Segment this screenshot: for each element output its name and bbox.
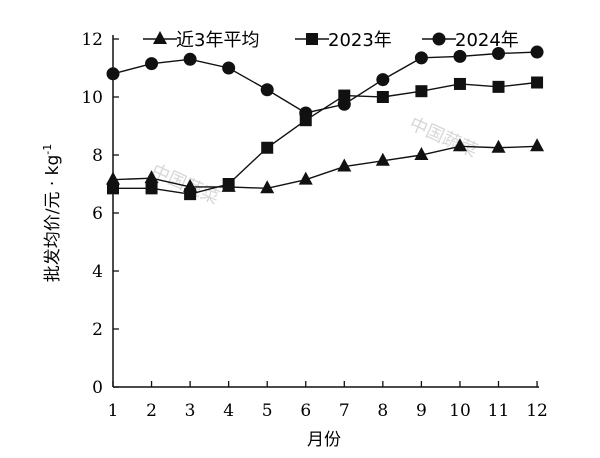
data-point	[261, 141, 274, 154]
data-point	[453, 77, 466, 90]
series-line	[112, 51, 538, 114]
data-point	[531, 76, 544, 89]
data-point	[107, 182, 119, 195]
y-axis-label-text: 批发均价/元 · kg	[43, 155, 63, 283]
legend-item-3: 2024年	[422, 30, 519, 51]
y-tick-label: 10	[81, 88, 103, 108]
data-point	[222, 61, 236, 75]
data-point	[375, 152, 390, 166]
data-point	[145, 57, 159, 71]
x-tick-label: 8	[377, 401, 388, 421]
data-point	[145, 182, 158, 195]
data-point	[530, 45, 544, 59]
data-point	[376, 73, 390, 87]
y-axis-label-superscript: -1	[41, 144, 54, 155]
data-point	[298, 171, 313, 185]
x-tick-label: 7	[339, 401, 350, 421]
data-point	[415, 85, 428, 98]
x-tick-label: 9	[416, 401, 427, 421]
x-axis-label: 月份	[307, 430, 341, 450]
data-point	[222, 178, 235, 190]
y-tick-label: 12	[81, 30, 103, 50]
data-point	[337, 158, 352, 172]
data-point	[414, 51, 428, 65]
series-2	[107, 76, 544, 201]
data-point	[453, 49, 467, 63]
data-point	[491, 139, 506, 153]
x-tick-label: 10	[449, 401, 471, 421]
watermark-1: 中国蔬菜	[148, 160, 222, 208]
data-point	[492, 47, 505, 60]
y-tick-label: 0	[92, 378, 103, 398]
watermark-2: 中国蔬菜	[406, 113, 480, 161]
x-tick-label: 4	[223, 401, 234, 421]
x-tick-label: 5	[262, 401, 273, 421]
y-tick-label: 8	[92, 146, 103, 166]
series-line	[112, 145, 538, 190]
legend-marker	[432, 32, 446, 46]
series-3	[106, 45, 544, 120]
x-tick-label: 6	[300, 401, 311, 421]
data-point	[184, 188, 197, 201]
legend: 近3年平均 2023年 2024年	[143, 30, 519, 51]
x-tick-label: 1	[108, 401, 119, 421]
x-tick-label: 11	[488, 401, 510, 421]
data-point	[376, 91, 389, 103]
series-layer	[106, 45, 545, 201]
x-tick-label: 12	[526, 401, 548, 421]
x-tick-label: 3	[185, 401, 196, 421]
data-point	[144, 170, 159, 184]
watermark-layer: 中国蔬菜 中国蔬菜	[148, 113, 480, 208]
data-point	[452, 138, 467, 152]
legend-label: 2023年	[328, 30, 392, 51]
data-point	[106, 67, 120, 81]
legend-label: 2024年	[455, 30, 519, 51]
legend-marker	[153, 30, 167, 44]
data-point	[414, 146, 429, 160]
data-point	[106, 171, 120, 185]
data-point	[183, 52, 197, 66]
data-point	[492, 80, 505, 93]
data-point	[260, 83, 274, 97]
legend-marker	[306, 33, 318, 45]
x-tick-label: 2	[146, 401, 157, 421]
legend-item-2: 2023年	[295, 30, 392, 51]
legend-label: 近3年平均	[176, 30, 259, 51]
data-point	[337, 97, 351, 111]
y-tick-label: 2	[92, 320, 103, 340]
data-point	[530, 138, 545, 152]
data-point	[299, 106, 313, 120]
data-point	[260, 180, 275, 194]
y-tick-label: 4	[92, 262, 103, 282]
legend-item-1: 近3年平均	[143, 30, 259, 51]
y-axis-label: 批发均价/元 · kg-1	[41, 144, 63, 283]
series-line	[113, 81, 538, 195]
y-tick-label: 6	[92, 204, 103, 224]
